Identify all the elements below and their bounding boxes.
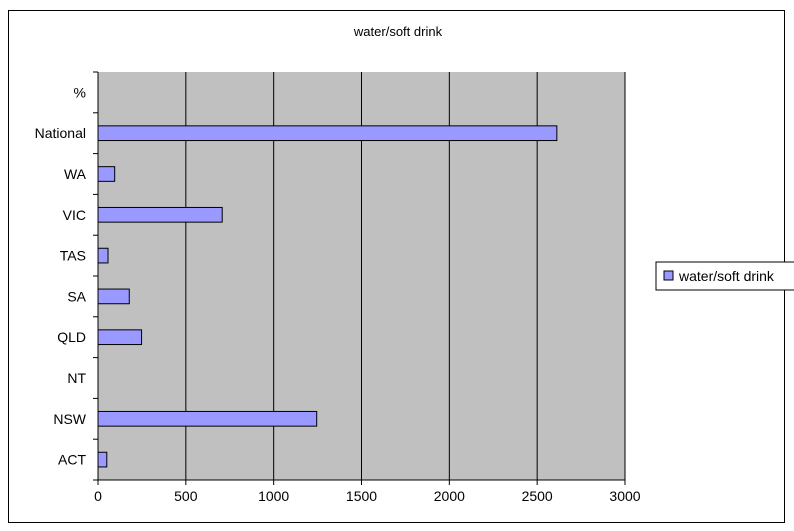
- x-tick-label: 1000: [258, 488, 289, 504]
- x-tick-label: 2500: [522, 488, 553, 504]
- bar: [97, 410, 318, 427]
- y-tick-label: National: [35, 125, 86, 141]
- x-tick-label: 500: [174, 488, 198, 504]
- y-tick-label: QLD: [57, 329, 86, 345]
- bar: [97, 288, 130, 305]
- bar: [97, 166, 116, 182]
- legend-swatch: [663, 270, 674, 281]
- x-tick-label: 2000: [434, 488, 465, 504]
- y-tick-label: NT: [67, 370, 86, 386]
- bar: [97, 451, 108, 468]
- y-tick-label: NSW: [53, 411, 86, 427]
- y-tick-label: WA: [64, 166, 87, 182]
- bar: [97, 125, 558, 142]
- plot-area: 0 500 1000 1500 2000 2500 3000 ACT NSW NT QLD SA TAS…: [35, 71, 641, 504]
- y-tick-label: ACT: [58, 452, 86, 468]
- y-tick-label: VIC: [63, 207, 86, 223]
- legend: water/soft drink: [655, 261, 794, 291]
- bar: [97, 206, 223, 223]
- x-tick-label: 0: [94, 488, 102, 504]
- y-tick-label: SA: [67, 288, 86, 304]
- y-tick-label: %: [74, 84, 86, 100]
- bar: [97, 247, 109, 264]
- legend-label: water/soft drink: [678, 268, 775, 284]
- x-tick-label: 3000: [609, 488, 640, 504]
- y-tick-label: TAS: [60, 248, 86, 264]
- x-tick-label: 1500: [346, 488, 377, 504]
- chart-title: water/soft drink: [353, 24, 443, 39]
- bar: [97, 329, 143, 346]
